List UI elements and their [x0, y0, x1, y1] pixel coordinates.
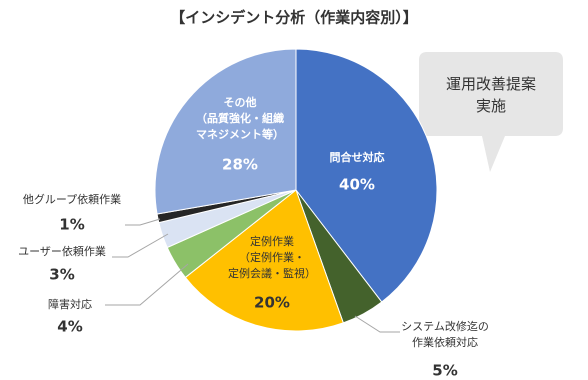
leader-line [112, 233, 169, 258]
pie-slice [184, 189, 344, 332]
callout-bubble [419, 52, 563, 172]
slice-label: 障害対応 [48, 297, 92, 311]
slice-label: ユーザー依頼作業 [18, 245, 106, 258]
slice-label: システム改修迄の作業依頼対応 [401, 319, 489, 349]
leader-line [105, 263, 189, 306]
slice-value: 5% [432, 362, 457, 380]
slice-value: 40% [339, 176, 375, 194]
slice-value: 20% [254, 294, 290, 312]
chart-title: 【インシデント分析（作業内容別）】 [170, 9, 418, 27]
slice-label: 定例作業（定例作業・定例会議・監視） [228, 234, 316, 280]
slice-value: 3% [49, 266, 74, 284]
slice-label: その他（品質強化・組織マネジメント等） [196, 95, 284, 141]
pie-slice [154, 48, 297, 215]
slice-value: 1% [59, 216, 84, 234]
pie-slice [295, 48, 438, 303]
slice-label: 問合せ対応 [330, 150, 385, 164]
callout-text: 運用改善提案実施 [446, 75, 536, 115]
leader-line [125, 218, 161, 226]
slice-label: 他グループ依頼作業 [23, 192, 121, 206]
leader-line [354, 315, 400, 333]
slice-value: 4% [57, 318, 82, 336]
slice-value: 28% [222, 156, 258, 174]
